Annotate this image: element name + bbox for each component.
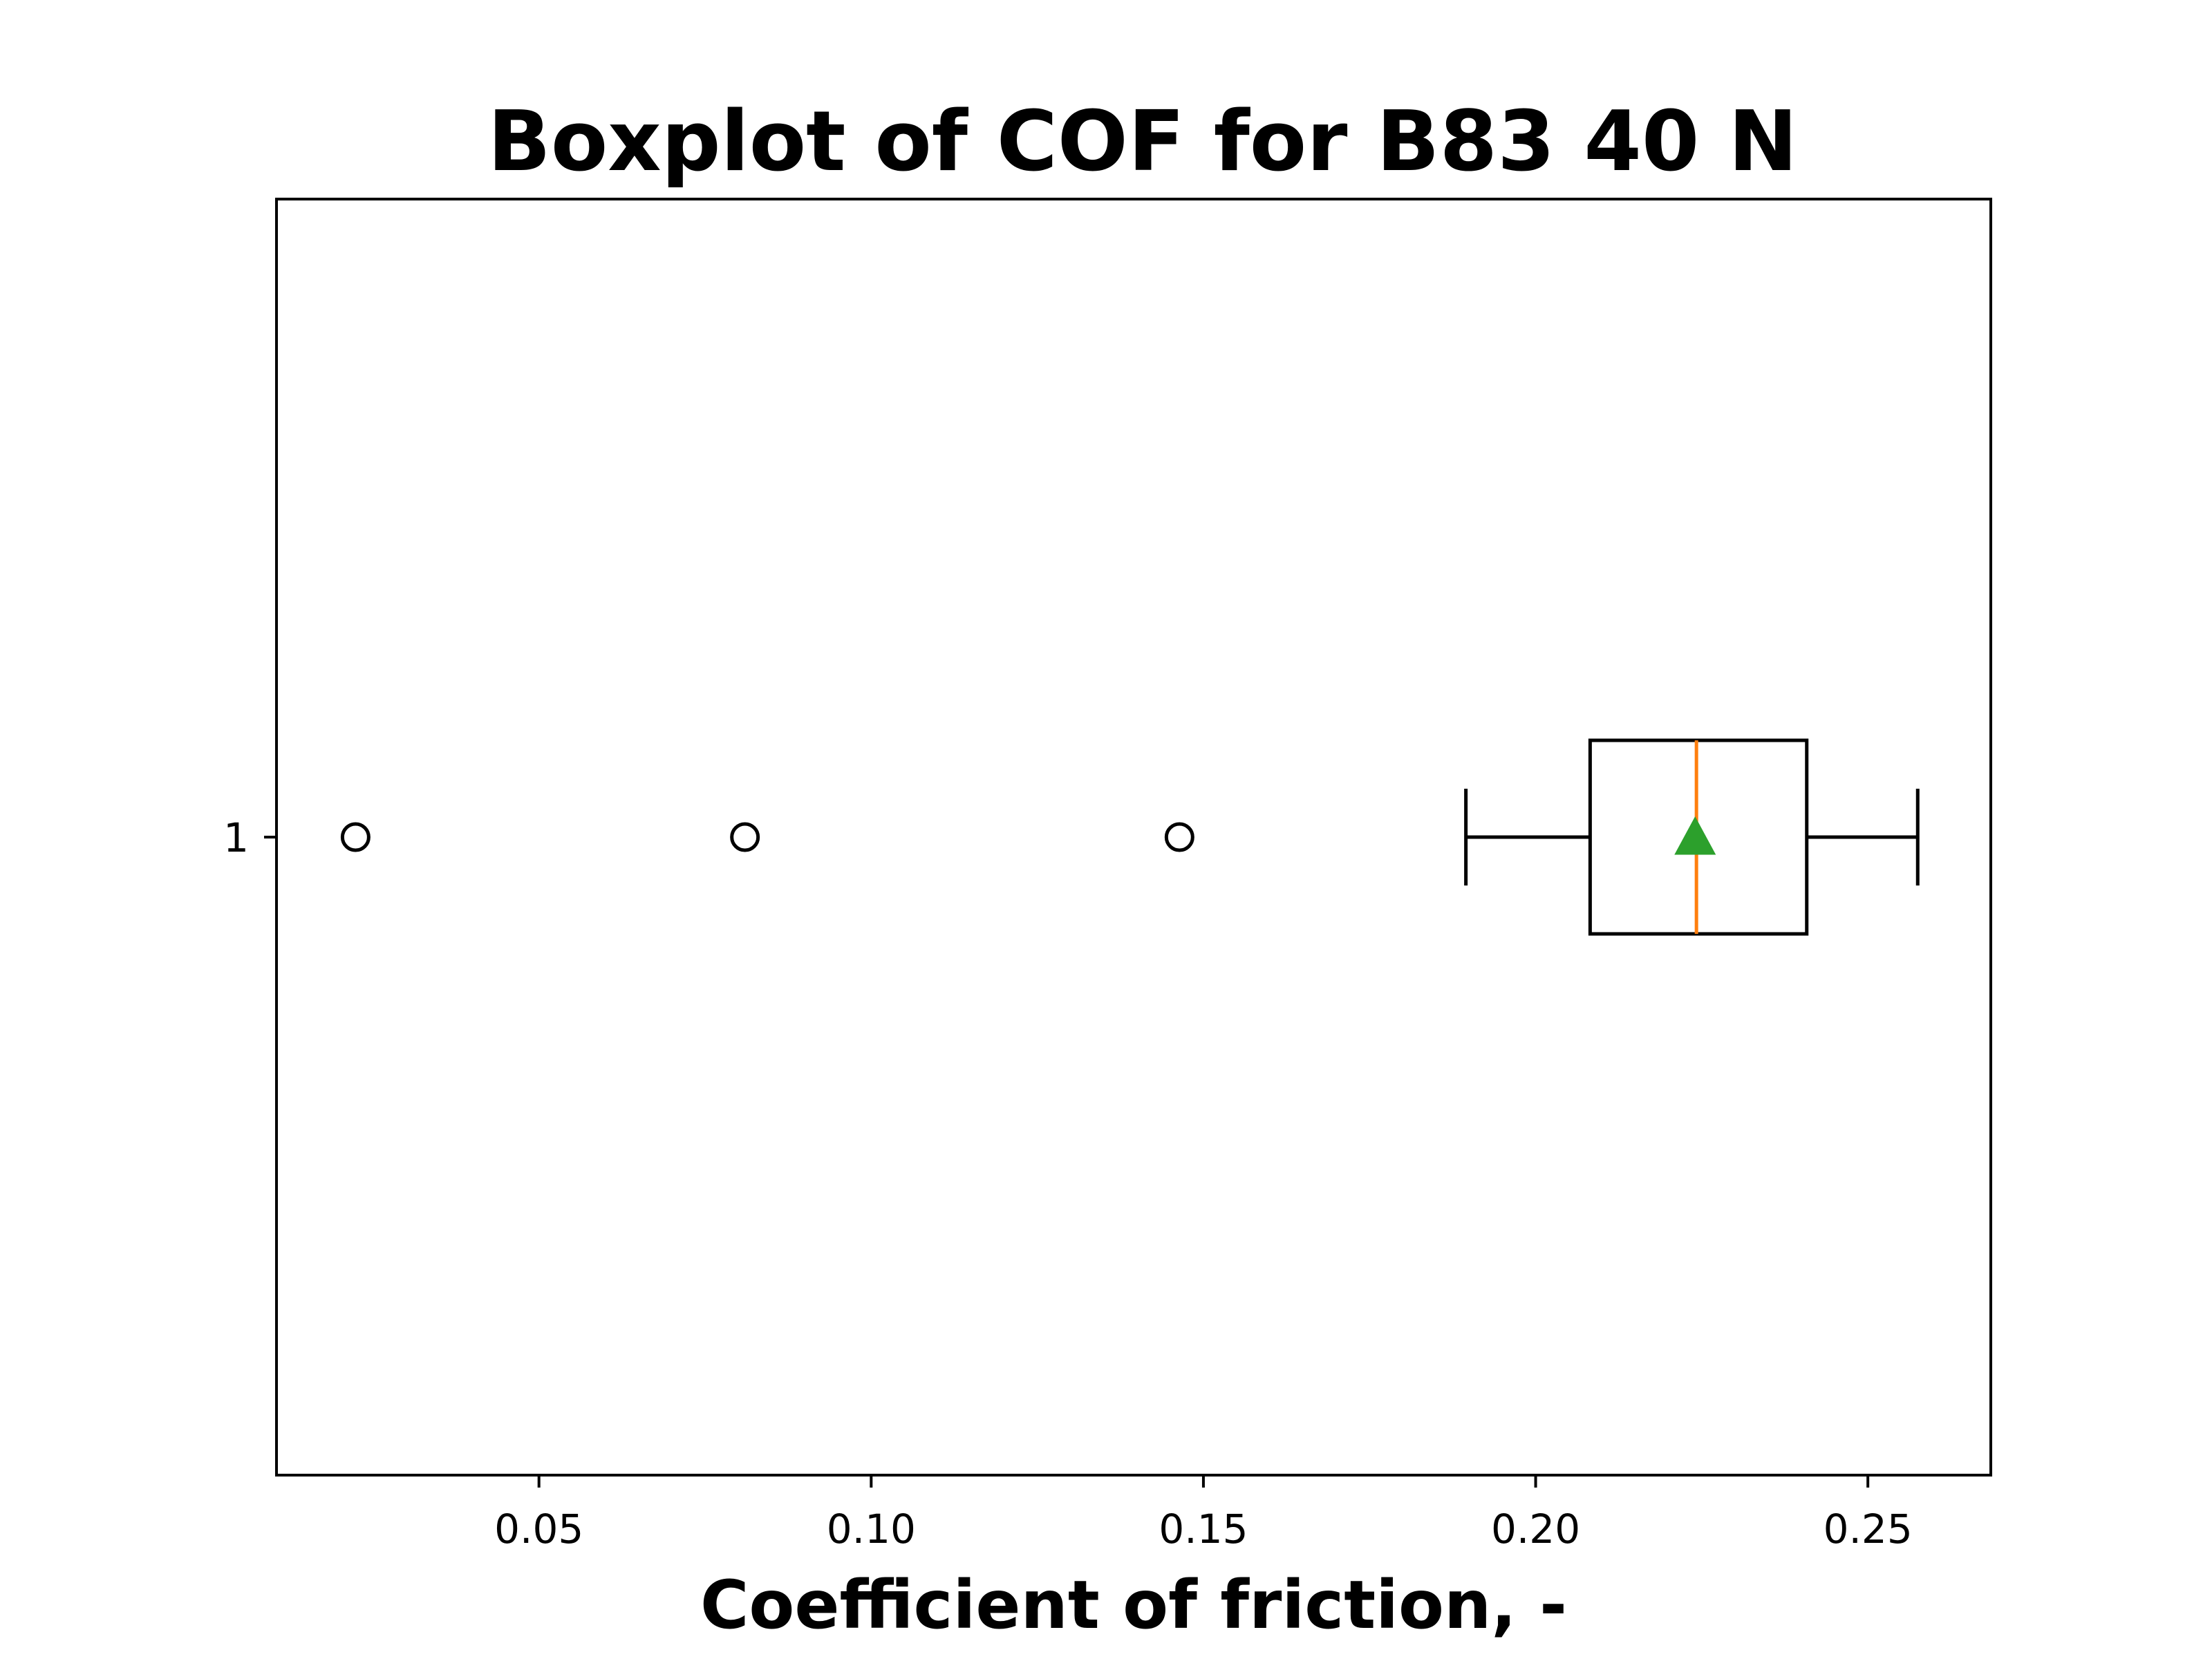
chart-title: Boxplot of COF for B83 40 N <box>487 94 1797 190</box>
box-iqr <box>1588 738 1809 936</box>
outlier-point <box>730 822 760 852</box>
x-tick-label: 0.05 <box>494 1506 583 1553</box>
x-axis-label: Coefficient of friction, - <box>700 1566 1567 1644</box>
x-tick-label: 0.15 <box>1159 1506 1248 1553</box>
y-tick-label: 1 <box>223 814 249 861</box>
mean-marker <box>1674 816 1716 855</box>
outlier-point <box>340 822 371 852</box>
x-tick-label: 0.20 <box>1491 1506 1580 1553</box>
y-axis-ticks: 1 <box>223 814 276 861</box>
box-series <box>340 738 1920 936</box>
plot-area-frame <box>275 198 1992 1477</box>
x-tick-label: 0.25 <box>1824 1506 1913 1553</box>
x-axis-ticks: 0.05 0.10 0.15 0.20 0.25 <box>494 1475 1913 1553</box>
outlier-point <box>1164 822 1194 852</box>
x-tick-label: 0.10 <box>827 1506 916 1553</box>
